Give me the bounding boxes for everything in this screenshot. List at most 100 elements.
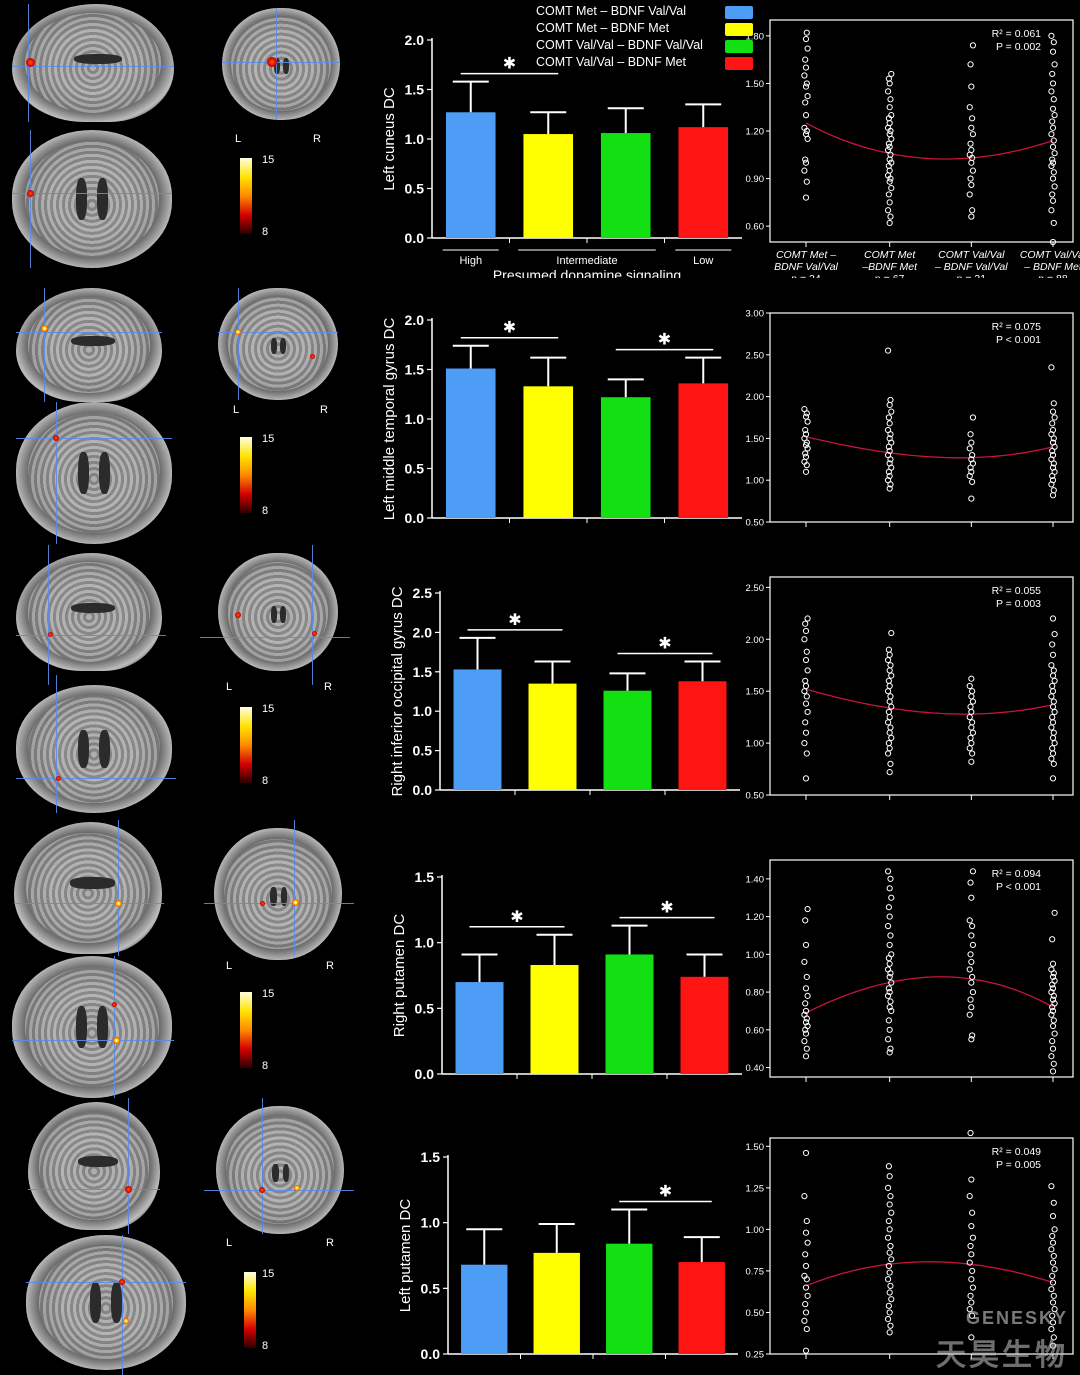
scatter-point — [885, 1262, 892, 1270]
brain-ventricle — [76, 178, 88, 220]
crosshair-horizontal — [16, 438, 172, 439]
bar-chart: 0.0 0.5 1.0 1.5 Left putamen DC ✱ 0.25 0.50 0.75… — [397, 1129, 1074, 1362]
crosshair-horizontal — [16, 332, 162, 333]
bar — [678, 1262, 725, 1354]
scatter-point — [802, 468, 810, 475]
scatter-point — [802, 112, 810, 119]
colorbar-min-label: 8 — [262, 1060, 269, 1072]
bar-y-tick-label: 1.5 — [405, 362, 425, 378]
scatter-point — [801, 1038, 808, 1045]
scatter-point — [1049, 936, 1056, 943]
scatter-point — [886, 447, 893, 455]
scatter-point — [802, 156, 809, 163]
scatter-point — [886, 729, 893, 736]
scatter-point — [885, 677, 892, 684]
scatter-point — [966, 745, 973, 752]
scatter-y-tick-label: 1.00 — [746, 1225, 765, 1236]
fit-curve — [805, 976, 1054, 1014]
scatter-point — [802, 1019, 810, 1026]
scatter-point — [803, 1045, 810, 1052]
scatter-point — [966, 1011, 973, 1018]
brain-ventricle — [78, 729, 90, 769]
bar — [680, 976, 729, 1074]
scatter-frame — [769, 859, 1074, 1078]
brain-ventricle — [76, 1005, 88, 1049]
scatter-point — [887, 1282, 894, 1289]
scatter-point — [968, 979, 975, 986]
activation-blob — [123, 1318, 129, 1324]
scatter-y-tick-label: 1.50 — [746, 687, 765, 698]
scatter-point — [884, 88, 892, 95]
scatter-point — [886, 472, 893, 480]
scatter-point — [968, 724, 975, 731]
scatter-point — [968, 1299, 975, 1306]
bar-y-tick-label: 1.0 — [405, 411, 425, 427]
brain-ventricle — [70, 877, 115, 890]
scatter-p: P < 0.001 — [996, 881, 1041, 893]
scatter-point — [884, 1276, 892, 1283]
scatter-point — [967, 140, 974, 147]
watermark-en: GENESKY — [965, 1308, 1068, 1328]
scatter-point — [1049, 1038, 1056, 1045]
scatter-r2: R² = 0.094 — [992, 868, 1041, 880]
coronal-slice — [214, 828, 342, 960]
scatter-point — [1048, 1053, 1055, 1060]
scatter-point — [804, 905, 811, 913]
scatter-point — [1048, 693, 1055, 700]
scatter-point — [968, 1036, 975, 1043]
brain-panel: L R 15 8 — [0, 0, 370, 278]
scatter-point — [966, 445, 973, 452]
brain-gyri — [28, 413, 160, 533]
colorbar-min-label: 8 — [262, 775, 269, 787]
scatter-point — [1049, 439, 1057, 446]
scatter-point — [802, 620, 809, 627]
scatter-point — [966, 682, 973, 690]
scatter-point — [886, 485, 893, 492]
brain-ventricle — [280, 606, 287, 623]
scatter-point — [802, 1000, 809, 1007]
scatter-point — [1048, 131, 1055, 138]
colorbar-min-label: 8 — [262, 505, 269, 517]
scatter-frame — [769, 19, 1074, 243]
scatter-point — [1050, 1252, 1057, 1260]
scatter-point — [803, 29, 810, 36]
scatter-point — [1048, 88, 1055, 95]
bar-chart: 0.0 0.5 1.0 1.5 Right putamen DC ✱ ✱ 0.40 0.60 0.… — [391, 859, 1074, 1082]
scatter-point — [803, 80, 810, 87]
activation-blob — [291, 898, 299, 906]
scatter-point — [1050, 729, 1057, 736]
scatter-point — [886, 1173, 893, 1180]
scatter-point — [803, 750, 810, 757]
orientation-left-label: L — [233, 404, 240, 416]
scatter-point — [886, 1004, 893, 1011]
colorbar — [244, 1272, 256, 1348]
scatter-x-label: COMT Val/Val — [1020, 249, 1080, 261]
scatter-point — [886, 219, 893, 227]
scatter-point — [1049, 80, 1057, 87]
scatter-point — [1048, 1011, 1055, 1018]
scatter-point — [804, 418, 811, 425]
scatter-point — [1049, 1068, 1057, 1075]
scatter-y-tick-label: 1.00 — [746, 950, 765, 961]
legend-label: COMT Val/Val – BDNF Val/Val — [536, 38, 703, 52]
scatter-point — [1049, 985, 1057, 992]
scatter-point — [1051, 1030, 1058, 1037]
scatter-point — [801, 1272, 808, 1280]
bar-y-tick-label: 1.0 — [415, 935, 435, 951]
brain-ventricle — [280, 338, 287, 355]
scatter-point — [1049, 1319, 1057, 1326]
scatter-point — [887, 396, 894, 404]
scatter-point — [886, 745, 893, 752]
bar-y-label: Left putamen DC — [397, 1199, 414, 1313]
bar-y-tick-label: 2.0 — [405, 32, 425, 48]
scatter-point — [969, 1209, 976, 1216]
scatter-point — [967, 61, 974, 68]
significance-star: ✱ — [503, 56, 516, 73]
group-label-low: Low — [693, 255, 713, 267]
scatter-point — [1049, 714, 1056, 721]
scatter-point — [1049, 1045, 1057, 1052]
scatter-point — [1049, 156, 1056, 163]
legend-swatch — [725, 57, 753, 70]
scatter-y-tick-label: 2.50 — [746, 583, 765, 594]
scatter-point — [969, 973, 976, 981]
